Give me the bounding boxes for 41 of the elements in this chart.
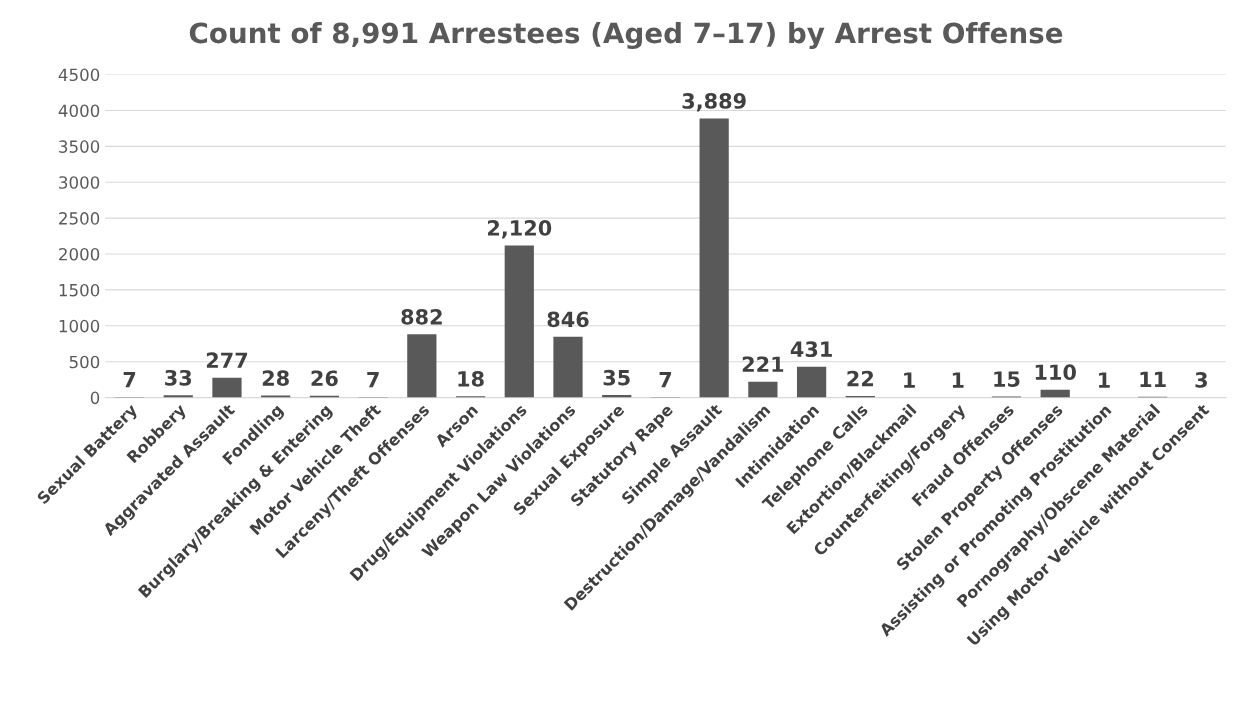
data-label: 7 <box>659 372 672 388</box>
bar <box>407 334 437 398</box>
bar <box>212 377 242 398</box>
data-label: 110 <box>1035 364 1076 381</box>
y-tick-label: 4000 <box>58 104 100 118</box>
y-tick-label: 4500 <box>58 68 100 82</box>
data-label: 28 <box>262 370 289 386</box>
data-label: 846 <box>547 311 589 328</box>
y-tick-label: 2500 <box>59 212 100 225</box>
bar <box>796 366 827 398</box>
data-label: 221 <box>742 356 784 372</box>
bar <box>504 245 534 398</box>
y-tick-label: 2000 <box>59 247 100 261</box>
y-tick-label: 3500 <box>59 140 100 153</box>
y-tick-label: 1000 <box>59 319 100 333</box>
chart-title: Count of 8,991 Arrestees (Aged 7–17) by Arrest Offense <box>189 21 1063 50</box>
y-tick-label: 1500 <box>59 283 100 297</box>
data-label: 35 <box>603 369 630 386</box>
data-label: 882 <box>401 308 442 325</box>
data-label: 11 <box>1140 371 1166 387</box>
bar <box>699 118 729 398</box>
y-tick-label: 500 <box>69 355 100 369</box>
data-label: 277 <box>206 352 248 368</box>
data-label: 7 <box>123 372 136 388</box>
data-label: 1 <box>952 372 964 388</box>
data-label: 2,120 <box>487 220 552 239</box>
data-label: 431 <box>790 341 832 358</box>
y-tick-label: 0 <box>90 391 100 405</box>
data-label: 22 <box>847 370 873 387</box>
data-label: 1 <box>904 372 915 388</box>
data-label: 26 <box>311 370 338 387</box>
data-label: 33 <box>165 369 192 386</box>
y-tick-label: 3000 <box>59 176 100 189</box>
data-label: 18 <box>458 370 484 387</box>
bar <box>553 336 583 398</box>
data-label: 3 <box>1195 372 1207 388</box>
bar <box>748 381 778 398</box>
data-label: 15 <box>994 371 1020 387</box>
data-label: 3,889 <box>682 93 746 112</box>
data-label: 7 <box>367 372 379 388</box>
data-label: 1 <box>1099 372 1110 388</box>
